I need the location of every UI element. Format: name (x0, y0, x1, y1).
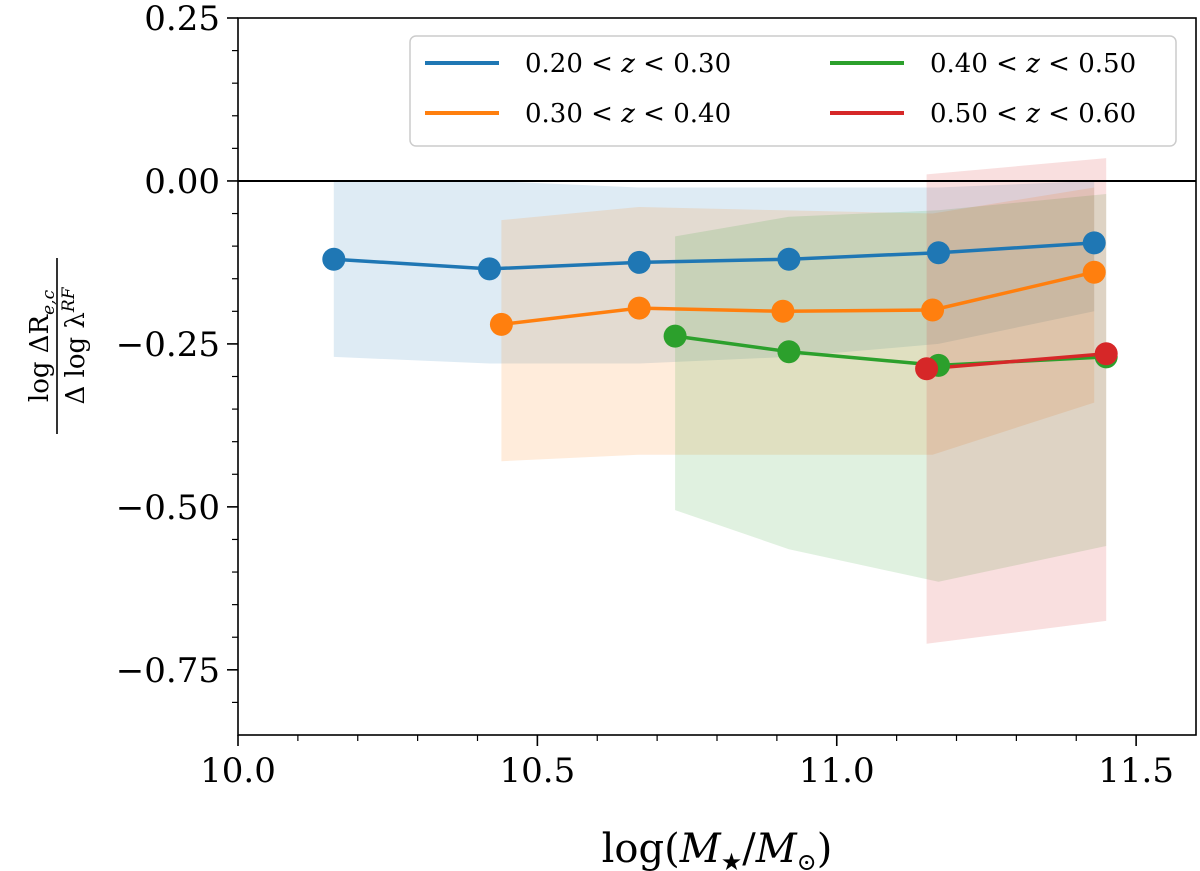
legend-label-part: < (988, 99, 1018, 129)
y-tick-label: 0.25 (144, 0, 220, 39)
axis-ticks (227, 17, 1137, 746)
y-tick-label: −0.75 (116, 651, 220, 691)
legend-label-part: < (635, 99, 665, 129)
legend-label-2: 0.30 < z < 0.40 (525, 99, 731, 129)
legend-label-part: 0.40 (930, 49, 988, 79)
x-axis-label-slash: / (742, 826, 756, 871)
line-series-1 (332, 241, 1096, 271)
legend-label-part: z (1018, 49, 1040, 79)
point-series-2-2 (627, 296, 651, 320)
y-tick-label: −0.25 (116, 325, 220, 365)
legend-box (409, 35, 1177, 147)
y-axis-label-denominator-main: Δ log λ (61, 312, 91, 404)
point-series-2-3 (771, 299, 795, 323)
legend-label-3: 0.40 < z < 0.50 (930, 49, 1136, 79)
band-series-4 (926, 158, 1107, 644)
point-series-4-1 (915, 357, 939, 381)
legend-label-part: < (1040, 99, 1070, 129)
y-axis-label-numerator-sub: e,c (39, 289, 59, 314)
point-series-3-1 (663, 324, 687, 348)
legend-label-part: 0.30 (665, 49, 731, 79)
y-tick-label: −0.50 (116, 488, 220, 528)
legend-label-4: 0.50 < z < 0.60 (930, 99, 1136, 129)
legend-label-part: < (635, 49, 665, 79)
legend-label-part: 0.20 (525, 49, 583, 79)
point-series-1-2 (478, 257, 501, 281)
point-series-4-2 (1094, 342, 1118, 366)
x-tick-label: 11.0 (799, 751, 875, 791)
legend-label-1: 0.20 < z < 0.30 (525, 49, 731, 79)
legend: 0.20 < z < 0.300.30 < z < 0.400.40 < z <… (409, 35, 1177, 147)
x-axis-label: log(M★/M⊙) (602, 826, 833, 871)
y-axis-label-numerator-main: log ΔR (25, 313, 55, 402)
confidence-bands (333, 158, 1107, 644)
point-series-2-5 (1082, 260, 1106, 284)
x-axis-label-star: ★ (721, 848, 743, 871)
legend-label-part: 0.30 (525, 99, 583, 129)
x-axis-label-prefix: log( (602, 826, 680, 871)
x-axis-label-sun: ⊙ (797, 848, 817, 871)
point-series-1-3 (627, 250, 651, 274)
legend-label-part: < (988, 49, 1018, 79)
band-series-1 (333, 181, 1095, 364)
legend-label-part: 0.50 (1070, 49, 1136, 79)
y-axis-label: log ΔRe,c Δ log λRF (25, 258, 91, 434)
point-series-1-6 (1082, 231, 1106, 255)
legend-label-part: z (613, 49, 635, 79)
y-tick-label: 0.00 (144, 162, 220, 202)
point-series-3-2 (777, 340, 801, 364)
legend-label-part: z (613, 99, 635, 129)
tick-labels: 10.0 10.5 11.0 11.5 0.25 0.00 −0.25 −0.50 −0.75 (116, 0, 1174, 791)
point-series-1-1 (322, 247, 346, 271)
point-series-2-4 (921, 298, 945, 322)
y-axis-label-denominator-sup: RF (59, 286, 79, 313)
x-axis-label-suffix: ) (817, 826, 833, 871)
legend-label-part: < (583, 99, 613, 129)
x-axis-label-mass-sun: M (755, 826, 798, 871)
line-series-4 (924, 351, 1108, 371)
point-series-1-4 (777, 247, 801, 271)
legend-label-part: < (583, 49, 613, 79)
x-tick-label: 10.5 (500, 751, 576, 791)
y-axis-label-numerator: log ΔRe,c (25, 289, 59, 402)
legend-label-part: 0.40 (665, 99, 731, 129)
band-series-3 (675, 194, 1107, 582)
series-points (322, 231, 1118, 381)
y-axis-label-denominator: Δ log λRF (59, 286, 91, 404)
point-series-1-5 (927, 241, 950, 265)
legend-label-part: 0.60 (1070, 99, 1136, 129)
legend-label-part: 0.50 (930, 99, 988, 129)
legend-label-part: < (1040, 49, 1070, 79)
x-tick-label: 10.0 (200, 751, 276, 791)
x-tick-label: 11.5 (1098, 751, 1174, 791)
x-axis-label-mass: M (679, 826, 722, 871)
point-series-2-1 (489, 312, 513, 336)
legend-label-part: z (1018, 99, 1040, 129)
